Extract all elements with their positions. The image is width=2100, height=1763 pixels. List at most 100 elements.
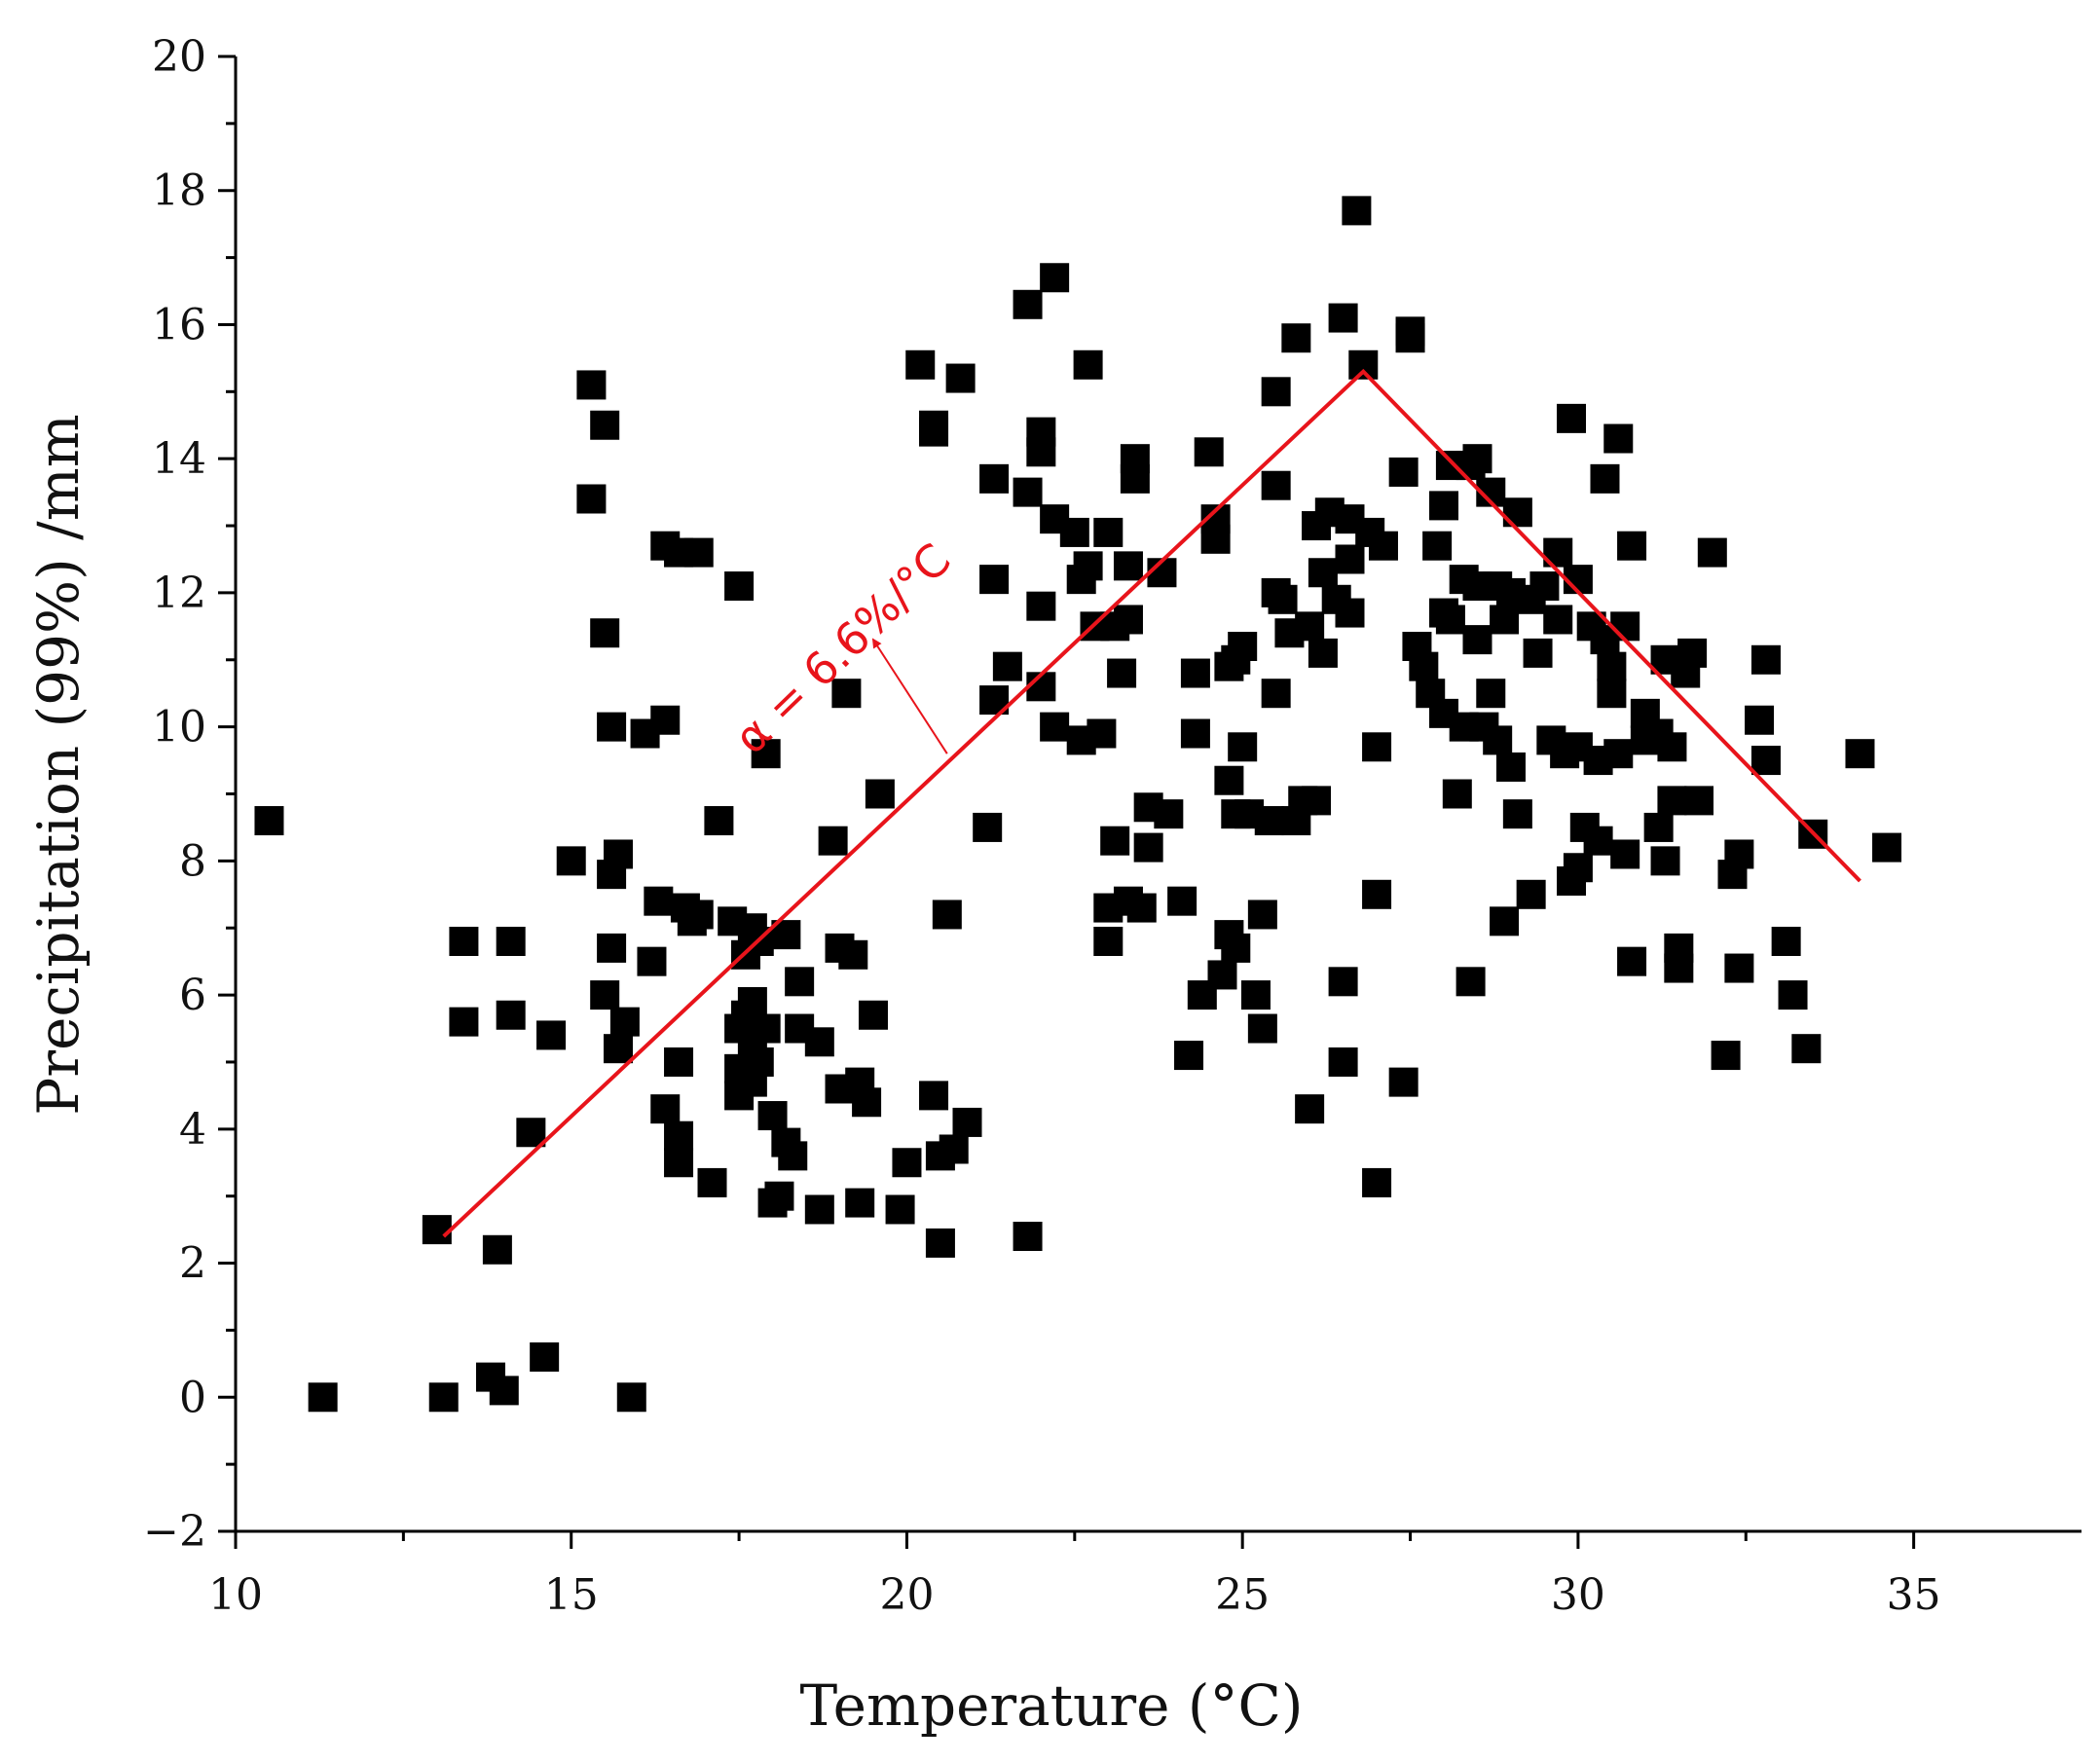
- data-point: [764, 1181, 794, 1211]
- data-point: [1583, 826, 1613, 856]
- data-point: [644, 886, 674, 916]
- data-point: [1750, 746, 1781, 776]
- x-tick-label: 10: [208, 1570, 263, 1620]
- data-point: [1462, 444, 1492, 474]
- data-point: [852, 1087, 882, 1118]
- data-point: [1697, 537, 1727, 568]
- data-point: [905, 349, 936, 380]
- data-point: [1529, 571, 1560, 602]
- data-point: [1026, 591, 1056, 621]
- data-point: [1750, 644, 1781, 675]
- data-point: [1194, 437, 1224, 467]
- data-point: [1240, 980, 1271, 1010]
- data-point: [482, 1234, 512, 1265]
- data-point: [637, 946, 667, 976]
- data-point: [1563, 853, 1593, 883]
- data-point: [945, 363, 976, 393]
- annotations: α = 6.6%/°C: [724, 533, 961, 764]
- data-point: [489, 1376, 519, 1406]
- data-point: [1154, 799, 1184, 829]
- data-point: [1603, 423, 1634, 454]
- data-point: [1026, 437, 1056, 467]
- data-point: [530, 1341, 560, 1372]
- data-point: [1013, 477, 1043, 507]
- x-tick-label: 20: [879, 1570, 934, 1620]
- y-tick-label: 0: [179, 1373, 206, 1422]
- data-point: [1523, 638, 1553, 668]
- data-point: [1013, 1222, 1043, 1251]
- data-point: [1388, 1067, 1418, 1097]
- data-point: [1335, 598, 1365, 628]
- data-point: [973, 812, 1003, 842]
- data-point: [1059, 517, 1089, 547]
- data-point: [1462, 625, 1492, 655]
- data-point: [1247, 1013, 1277, 1044]
- data-point: [704, 806, 734, 836]
- data-point: [992, 651, 1022, 681]
- data-point: [831, 679, 862, 709]
- data-point: [1664, 953, 1694, 983]
- data-point: [1308, 558, 1338, 588]
- data-point: [1040, 712, 1070, 742]
- data-point: [979, 565, 1010, 595]
- data-point: [1214, 765, 1244, 795]
- data-point: [1261, 679, 1291, 709]
- x-tick-label: 30: [1551, 1570, 1605, 1620]
- data-point: [1113, 605, 1143, 635]
- data-point: [1348, 349, 1379, 380]
- y-tick-label: 16: [152, 300, 206, 349]
- annotation-arrow: [871, 638, 948, 754]
- y-tick-label: −2: [143, 1507, 206, 1557]
- y-tick-label: 14: [152, 434, 206, 484]
- data-point: [650, 705, 681, 735]
- y-tick-label: 8: [179, 836, 206, 886]
- data-point: [1435, 605, 1465, 635]
- data-point: [1724, 839, 1754, 869]
- data-point: [1543, 605, 1573, 635]
- data-point: [1207, 960, 1237, 990]
- trend-line: [442, 368, 1861, 1238]
- data-point: [932, 900, 962, 930]
- y-tick-label: 4: [179, 1105, 206, 1155]
- data-point: [590, 618, 620, 648]
- data-point: [757, 1101, 788, 1131]
- data-point: [1200, 524, 1231, 554]
- data-point: [616, 1382, 646, 1413]
- data-point: [778, 1141, 808, 1171]
- data-point: [1791, 1034, 1822, 1064]
- data-point: [683, 900, 714, 930]
- data-point: [556, 846, 586, 876]
- data-point: [1502, 799, 1532, 829]
- data-point: [536, 1020, 567, 1050]
- y-ticks: −2 0 2 4 6 8 10 12 14 16 18 20: [143, 32, 236, 1557]
- data-point: [308, 1382, 338, 1413]
- data-point: [576, 370, 607, 400]
- data-point: [1617, 946, 1647, 976]
- data-point: [744, 1047, 774, 1077]
- data-point: [664, 1047, 694, 1077]
- data-point: [664, 1120, 694, 1151]
- data-point: [1590, 463, 1620, 494]
- data-point: [609, 1007, 640, 1037]
- data-point: [1395, 323, 1425, 353]
- y-tick-label: 12: [152, 569, 206, 618]
- data-point: [1107, 658, 1137, 688]
- data-point: [1455, 967, 1486, 997]
- data-point: [1724, 953, 1754, 983]
- data-point: [597, 712, 627, 742]
- data-point: [1093, 517, 1124, 547]
- data-point: [1308, 638, 1338, 668]
- y-tick-label: 20: [152, 32, 206, 82]
- data-point: [1490, 906, 1520, 937]
- y-tick-label: 18: [152, 166, 206, 216]
- data-point: [1268, 584, 1298, 614]
- data-point: [1388, 457, 1418, 487]
- data-point: [1778, 980, 1808, 1010]
- data-point: [1362, 1167, 1392, 1197]
- data-point: [1597, 651, 1627, 681]
- data-point: [1617, 531, 1647, 561]
- data-point: [1113, 551, 1143, 581]
- x-ticks: 10 15 20 25 30 35: [208, 1531, 1941, 1620]
- data-point: [1013, 289, 1043, 319]
- data-point: [590, 410, 620, 440]
